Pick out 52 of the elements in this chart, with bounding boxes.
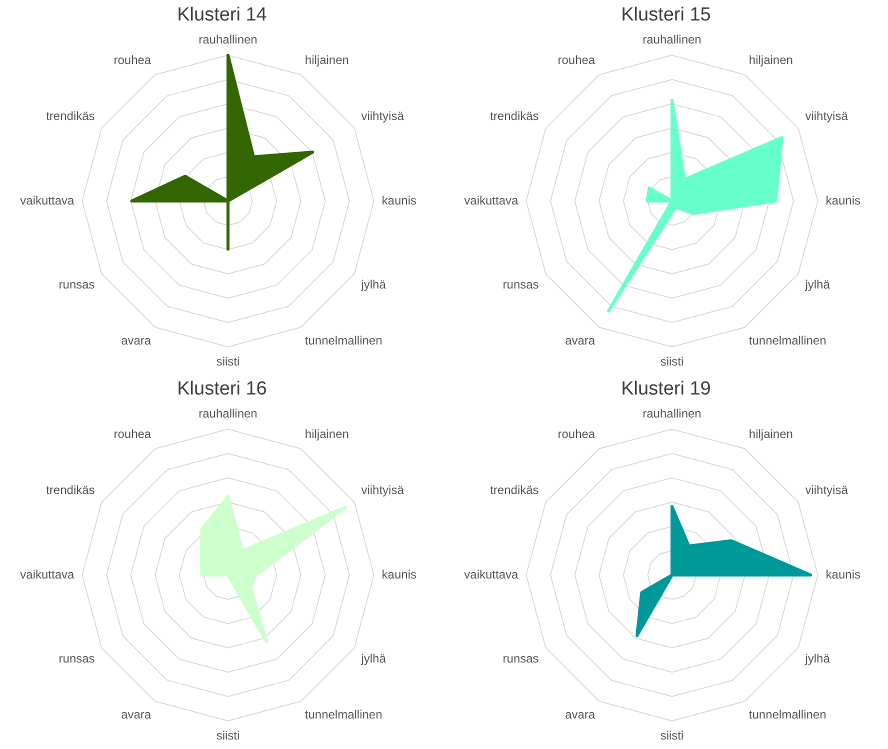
spoke-label: jylhä xyxy=(360,651,386,666)
spoke-label: trendikäs xyxy=(490,109,539,124)
chart-title: Klusteri 16 xyxy=(177,378,267,400)
spoke-label: runsas xyxy=(502,651,539,666)
spoke-label: hiljainen xyxy=(304,426,349,441)
spoke-label: siisti xyxy=(660,728,684,742)
spoke-label: viihtyisä xyxy=(361,483,404,498)
spoke-label: jylhä xyxy=(360,277,386,292)
spoke-label: tunnelmallinen xyxy=(748,334,826,348)
spoke-label: kaunis xyxy=(382,567,416,582)
spoke-label: rauhallinen xyxy=(198,32,258,46)
spoke-label: rouhea xyxy=(114,52,152,67)
spoke-label: trendikäs xyxy=(490,483,539,498)
spoke-label: trendikäs xyxy=(46,483,95,498)
spoke-label: tunnelmallinen xyxy=(304,708,382,722)
spoke-label: kaunis xyxy=(382,193,416,208)
spoke-label: siisti xyxy=(216,728,240,742)
spoke-label: tunnelmallinen xyxy=(748,708,826,722)
spoke-label: rouhea xyxy=(558,426,596,441)
spoke-label: avara xyxy=(121,334,152,348)
spoke-label: rauhallinen xyxy=(642,32,702,46)
spoke-label: rauhallinen xyxy=(642,406,702,420)
spoke-label: rouhea xyxy=(114,426,152,441)
spoke-label: avara xyxy=(565,334,596,348)
spoke-label: viihtyisä xyxy=(805,483,848,498)
spoke-label: siisti xyxy=(660,354,684,368)
spoke-label: kaunis xyxy=(826,567,860,582)
spoke-label: rauhallinen xyxy=(198,406,258,420)
spoke-label: hiljainen xyxy=(748,52,793,67)
spoke-label: vaikuttava xyxy=(464,193,519,208)
spoke-label: trendikäs xyxy=(46,109,95,124)
spoke-label: avara xyxy=(121,708,152,722)
spoke-label: tunnelmallinen xyxy=(304,334,382,348)
spoke-label: avara xyxy=(565,708,596,722)
spoke-label: hiljainen xyxy=(748,426,793,441)
spoke-label: runsas xyxy=(502,277,539,292)
spoke-label: viihtyisä xyxy=(361,109,404,124)
chart-title: Klusteri 19 xyxy=(621,378,711,400)
spoke-label: runsas xyxy=(58,277,95,292)
spoke-label: siisti xyxy=(216,354,240,368)
spoke-label: runsas xyxy=(58,651,95,666)
spoke-label: vaikuttava xyxy=(464,567,519,582)
spoke-label: jylhä xyxy=(804,277,830,292)
spoke-label: jylhä xyxy=(804,651,830,666)
spoke-label: vaikuttava xyxy=(20,567,75,582)
chart-title: Klusteri 15 xyxy=(621,4,711,26)
spoke-label: viihtyisä xyxy=(805,109,848,124)
chart-title: Klusteri 14 xyxy=(177,4,268,26)
spoke-label: kaunis xyxy=(826,193,860,208)
spoke-label: hiljainen xyxy=(304,52,349,67)
spoke-label: rouhea xyxy=(558,52,596,67)
spoke-label: vaikuttava xyxy=(20,193,75,208)
